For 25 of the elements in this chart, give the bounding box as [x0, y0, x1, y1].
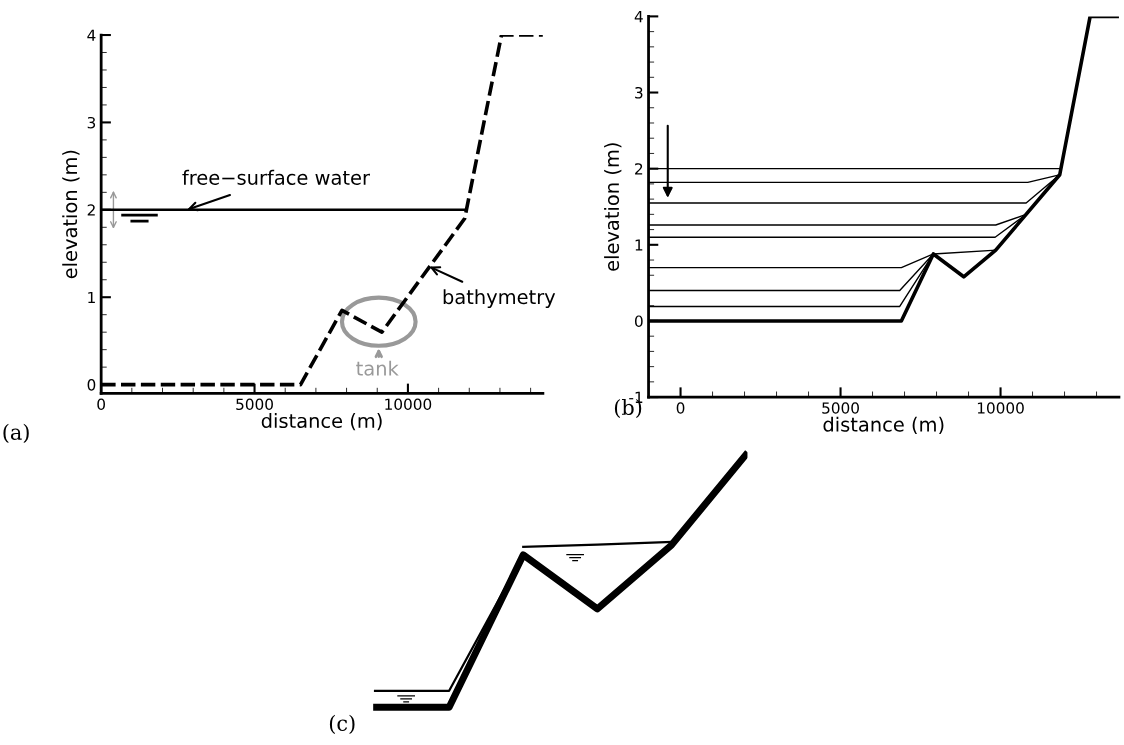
y-tick-label: 4 [87, 29, 96, 41]
annotation: free−surface water [182, 169, 370, 185]
x-tick-label: 0 [676, 402, 685, 414]
x-tick-label: 10000 [977, 402, 1024, 414]
annotation: tank [356, 360, 399, 376]
x-axis-title: distance (m) [823, 416, 944, 435]
x-axis-title: distance (m) [261, 413, 382, 431]
y-axis-title: elevation (m) [62, 150, 80, 279]
y-tick-label: 1 [88, 291, 95, 304]
y-tick-label: 2 [87, 204, 95, 216]
x-tick-label: 5000 [236, 398, 273, 411]
text: (c) [329, 714, 355, 734]
x-tick-label: 5000 [822, 402, 859, 414]
x-tick-label: 10000 [385, 398, 432, 411]
y-tick-label: 1 [635, 239, 643, 251]
y-tick-label: 2 [635, 163, 643, 175]
y-axis-title: elevation (m) [604, 143, 622, 271]
y-tick-label: 0 [634, 315, 643, 327]
y-tick-label: 3 [635, 86, 643, 99]
x-tick-label: 0 [97, 398, 106, 411]
y-tick-label: 0 [87, 379, 96, 391]
y-tick-label: 3 [87, 116, 96, 129]
text: (a) [3, 423, 29, 443]
y-tick-label: 4 [634, 11, 643, 23]
annotation: bathymetry [443, 289, 556, 308]
